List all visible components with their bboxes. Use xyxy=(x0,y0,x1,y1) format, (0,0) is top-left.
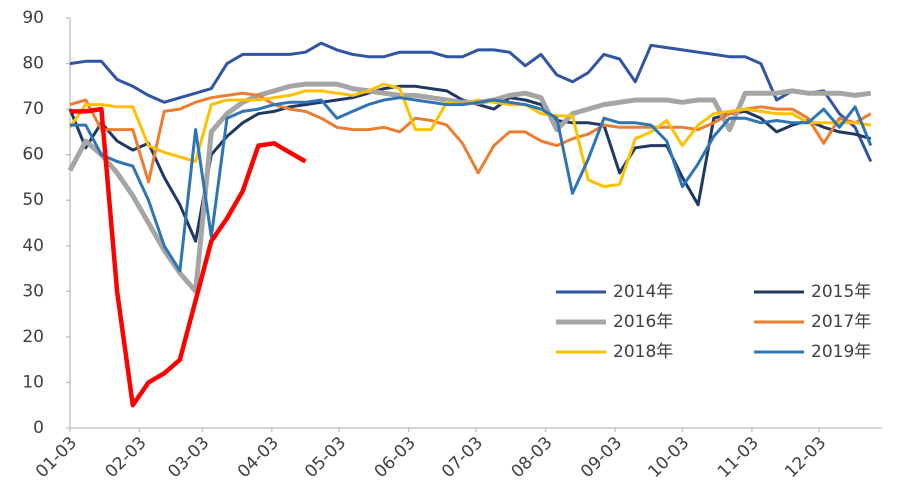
x-tick-label: 01-03 xyxy=(32,433,81,482)
y-tick-label: 10 xyxy=(22,372,44,392)
y-tick-label: 20 xyxy=(22,327,44,347)
x-tick-label: 11-03 xyxy=(714,433,763,482)
legend-label: 2016年 xyxy=(613,312,673,332)
x-tick-label: 08-03 xyxy=(508,433,557,482)
x-tick-label: 05-03 xyxy=(301,433,350,482)
y-tick-label: 70 xyxy=(22,99,44,119)
x-tick-label: 12-03 xyxy=(781,433,830,482)
y-tick-label: 80 xyxy=(22,54,44,74)
x-tick-label: 04-03 xyxy=(234,433,283,482)
x-tick-label: 10-03 xyxy=(644,433,693,482)
legend-label: 2018年 xyxy=(613,342,673,362)
legend: 2014年 2015年 2016年 2017年 2018年 2019年 xyxy=(556,282,871,362)
legend-label: 2015年 xyxy=(811,282,871,302)
y-tick-label: 90 xyxy=(22,8,44,28)
y-tick-label: 40 xyxy=(22,236,44,256)
legend-label: 2017年 xyxy=(811,312,871,332)
y-tick-label: 50 xyxy=(22,190,44,210)
legend-label: 2019年 xyxy=(811,342,871,362)
series-line xyxy=(70,96,873,273)
series-line xyxy=(69,41,873,163)
x-tick-label: 02-03 xyxy=(102,433,151,482)
series-line xyxy=(70,106,307,408)
x-tick-label: 03-03 xyxy=(164,433,213,482)
x-tick-label: 07-03 xyxy=(438,433,487,482)
y-tick-label: 30 xyxy=(22,281,44,301)
y-tick-label: 0 xyxy=(33,418,44,438)
legend-label: 2014年 xyxy=(613,282,673,302)
y-tick-label: 60 xyxy=(22,145,44,165)
x-tick-label: 06-03 xyxy=(371,433,420,482)
x-tick-label: 09-03 xyxy=(577,433,626,482)
